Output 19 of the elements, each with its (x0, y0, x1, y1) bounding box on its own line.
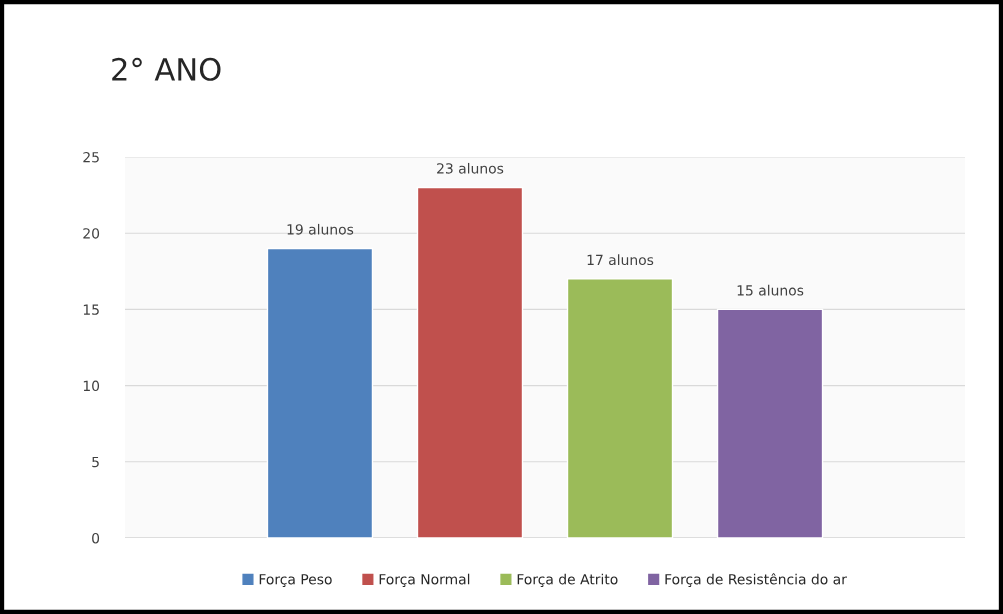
legend-label: Força Peso (259, 574, 332, 587)
bar (716, 308, 824, 538)
y-tick-label: 0 (92, 532, 100, 544)
data-label: 15 alunos (737, 284, 804, 296)
bar (566, 278, 674, 538)
chart-title: 2° ANO (112, 57, 221, 81)
data-label: 23 alunos (437, 162, 504, 174)
data-label: 19 alunos (287, 223, 354, 235)
y-tick-label: 10 (83, 380, 100, 392)
y-tick-label: 15 (83, 304, 99, 315)
y-tick-label: 5 (92, 456, 99, 468)
bar (266, 247, 374, 538)
y-tick-label: 20 (83, 228, 100, 239)
bar (416, 186, 524, 538)
data-label: 17 alunos (587, 254, 654, 266)
legend-label: Força Normal (379, 573, 470, 587)
legend-label: Força de Atrito (517, 573, 618, 587)
y-tick-label: 25 (83, 151, 99, 163)
legend-label: Força de Resistência do ar (665, 573, 847, 587)
